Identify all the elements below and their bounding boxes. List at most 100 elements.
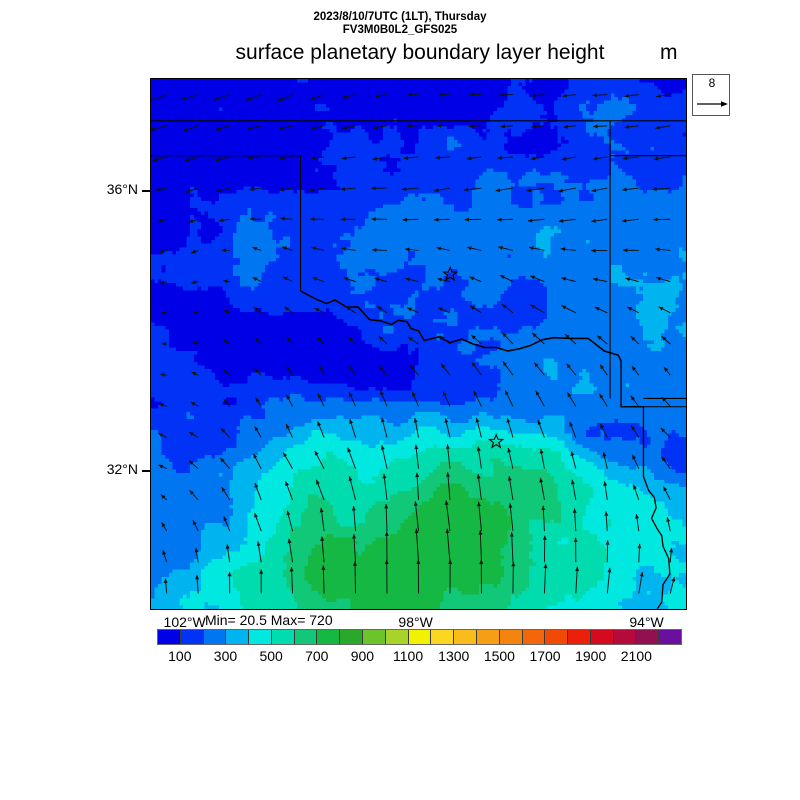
colorbar-tick-label: 1900 xyxy=(575,648,607,664)
lat-label-36°N: 36°N xyxy=(106,181,138,197)
wind-vector xyxy=(353,533,357,563)
wind-vector-head xyxy=(371,186,376,191)
map-plot-area[interactable] xyxy=(150,78,687,610)
wind-vector-head xyxy=(497,155,502,160)
colorbar-segment[interactable] xyxy=(476,630,500,644)
wind-vector-head xyxy=(377,306,382,311)
wind-vector-head xyxy=(436,246,442,251)
wind-vector-head xyxy=(277,97,283,102)
colorbar-segment[interactable] xyxy=(158,630,181,644)
colorbar-tick-label: 100 xyxy=(168,648,192,664)
colorbar-segment[interactable] xyxy=(180,630,204,644)
wind-vector-head xyxy=(591,248,596,253)
wind-vector-head xyxy=(310,96,315,101)
wind-vector-head xyxy=(252,277,258,282)
wind-vector-head xyxy=(405,277,410,282)
wind-vector-head xyxy=(567,392,572,398)
wind-vector-head xyxy=(188,460,194,465)
wind-vector xyxy=(446,528,451,563)
wind-vector-head xyxy=(507,476,512,481)
wind-vector-head xyxy=(375,93,380,98)
tx-ok-panhandle xyxy=(151,155,302,291)
wind-vector-head xyxy=(223,399,229,404)
wind-vector-head xyxy=(380,390,384,396)
colorbar-segment[interactable] xyxy=(568,630,591,644)
wind-vector-head xyxy=(570,451,575,456)
wind-vector-head xyxy=(413,418,418,423)
colorbar-segment[interactable] xyxy=(226,630,250,644)
colorbar-segment[interactable] xyxy=(408,630,432,644)
colorbar-segment[interactable] xyxy=(545,630,569,644)
colorbar-segment[interactable] xyxy=(636,630,660,644)
wind-vector-head xyxy=(286,510,291,516)
wind-vector-head xyxy=(467,246,472,251)
colorbar[interactable] xyxy=(157,629,682,645)
wind-vector-head xyxy=(463,187,469,192)
wind-vector-head xyxy=(192,520,197,526)
wind-vector-head xyxy=(158,464,164,469)
wind-vector-head xyxy=(631,425,636,431)
wind-vector-head xyxy=(445,528,450,534)
wind-vector-head xyxy=(372,247,377,252)
wind-vector-head xyxy=(497,217,502,222)
wind-vector-head xyxy=(597,335,602,340)
wind-vector-head xyxy=(180,96,186,101)
wind-vector-head xyxy=(543,563,548,569)
wind-vector-head xyxy=(526,188,532,193)
vector-scale-value: 8 xyxy=(708,76,716,90)
wind-vector-head xyxy=(188,219,194,223)
wind-vector-head xyxy=(530,275,536,280)
wind-vector-head xyxy=(194,547,199,553)
colorbar-segment[interactable] xyxy=(454,630,477,644)
wind-vector xyxy=(575,566,578,594)
colorbar-segment[interactable] xyxy=(363,630,386,644)
colorbar-segment[interactable] xyxy=(340,630,364,644)
wind-vector-head xyxy=(661,456,666,462)
wind-vector-head xyxy=(191,249,196,254)
wind-vector-head xyxy=(444,500,449,505)
wind-vector xyxy=(291,566,294,594)
colorbar-segment[interactable] xyxy=(385,630,409,644)
wind-vector xyxy=(354,561,357,594)
station-markers xyxy=(442,265,505,449)
colorbar-segment[interactable] xyxy=(590,630,614,644)
wind-vector xyxy=(445,500,451,532)
colorbar-segment[interactable] xyxy=(203,630,227,644)
colorbar-segment[interactable] xyxy=(317,630,341,644)
wind-vector-head xyxy=(309,187,315,192)
wind-vector-head xyxy=(353,561,358,566)
colorbar-segment[interactable] xyxy=(522,630,546,644)
tx-la-border xyxy=(620,360,671,609)
colorbar-segment[interactable] xyxy=(294,630,318,644)
wind-vector-head xyxy=(661,397,667,402)
wind-vector-head xyxy=(254,512,258,518)
wind-vector-head xyxy=(441,363,446,369)
wind-vector-head xyxy=(404,247,410,252)
colorbar-segment[interactable] xyxy=(249,630,272,644)
wind-vector xyxy=(509,503,514,532)
wind-vector-head xyxy=(184,157,190,162)
colorbar-segment[interactable] xyxy=(431,630,455,644)
wind-vector-head xyxy=(511,561,516,567)
colorbar-segment[interactable] xyxy=(659,630,681,644)
colorbar-segment[interactable] xyxy=(613,630,637,644)
wind-vector-head xyxy=(502,332,507,338)
colorbar-tick-label: 300 xyxy=(213,648,238,664)
wind-vector-head xyxy=(254,482,259,488)
colorbar-tick-label: 1300 xyxy=(438,648,470,664)
colorbar-segment[interactable] xyxy=(499,630,523,644)
wind-vector-head xyxy=(195,574,200,580)
wind-vector-head xyxy=(162,550,167,556)
wind-vector-head xyxy=(406,124,412,129)
title-block: 2023/8/10/7UTC (1LT), Thursday FV3M0B0L2… xyxy=(0,11,800,37)
wind-vector-head xyxy=(471,334,476,340)
wind-vector-head xyxy=(530,156,536,161)
colorbar-segment[interactable] xyxy=(271,630,295,644)
wind-vector-head xyxy=(476,446,481,452)
wind-vector-head xyxy=(565,334,570,339)
wind-vector-head xyxy=(160,494,166,500)
wind-vector-head xyxy=(341,246,347,251)
wind-vector-head xyxy=(416,559,421,564)
wind-vector-head xyxy=(630,395,635,401)
wind-vector-head xyxy=(637,543,642,549)
